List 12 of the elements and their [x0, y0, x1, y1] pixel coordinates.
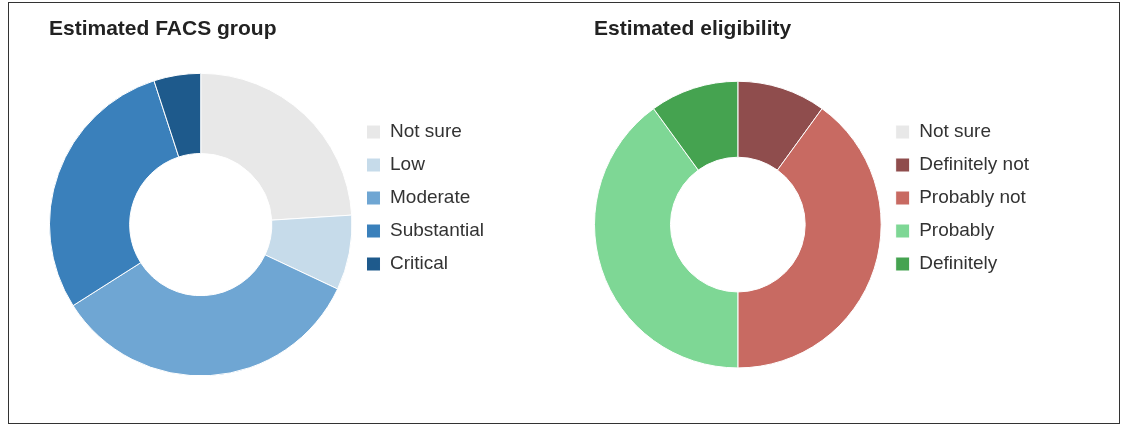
- legend-label: Definitely: [919, 252, 998, 274]
- legend-label: Definitely not: [919, 153, 1030, 175]
- legend-label: Low: [389, 153, 426, 175]
- chart-title: Estimated eligibility: [594, 16, 792, 40]
- legend-label: Probably: [919, 219, 995, 241]
- legend-label: Not sure: [919, 120, 991, 142]
- legend-label: Probably not: [919, 186, 1027, 208]
- legend-label: Not sure: [389, 120, 462, 142]
- chart-title: Estimated FACS group: [49, 16, 277, 40]
- legend-label: Substantial: [389, 219, 485, 241]
- legend-label: Moderate: [389, 186, 471, 208]
- legend-label: Critical: [389, 252, 449, 274]
